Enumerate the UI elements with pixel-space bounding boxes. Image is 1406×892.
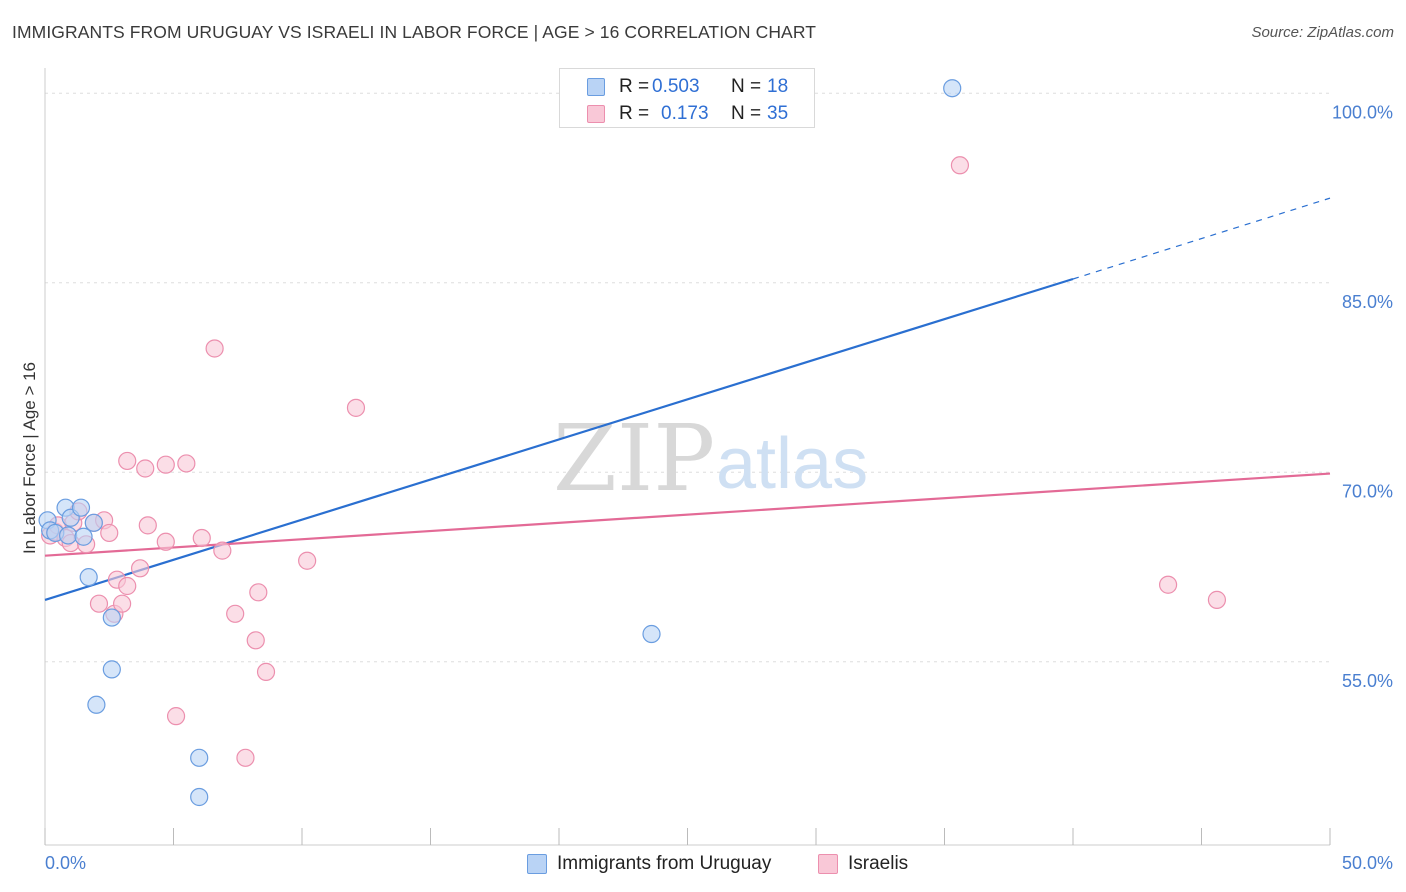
y-tick-label: 70.0% [1342, 481, 1393, 501]
point-uruguay [102, 660, 121, 679]
point-israelis [1207, 590, 1227, 609]
r-value: 0.173 [661, 103, 709, 124]
r-value: 0.503 [652, 76, 700, 97]
y-tick-labels: 55.0% 70.0% 85.0% 100.0% [1332, 102, 1393, 691]
n-label: N = [731, 103, 762, 124]
point-israelis [130, 559, 150, 578]
point-israelis [1158, 575, 1178, 594]
point-israelis [118, 576, 137, 596]
y-tick-label: 55.0% [1342, 671, 1393, 691]
point-israelis [256, 662, 276, 682]
point-uruguay [74, 527, 93, 546]
correlation-legend: R = 0.503 N = 18 R = 0.173 N = 35 [559, 68, 815, 128]
point-israelis [346, 398, 366, 417]
point-israelis [950, 156, 970, 175]
point-israelis [138, 516, 157, 535]
r-label: R = [619, 76, 650, 97]
point-israelis [249, 583, 268, 602]
x-tick-label-min: 0.0% [45, 853, 86, 873]
y-tick-label: 100.0% [1332, 102, 1393, 122]
watermark-atlas: atlas [716, 424, 868, 504]
point-uruguay [79, 568, 98, 587]
point-israelis [192, 528, 211, 548]
blue-swatch [527, 854, 547, 874]
n-value: 18 [767, 76, 789, 97]
blue-swatch [587, 78, 605, 96]
n-value: 35 [767, 103, 789, 124]
point-israelis [100, 523, 119, 543]
point-uruguay [71, 498, 91, 517]
axes [44, 68, 1331, 846]
y-axis-label: In Labor Force | Age > 16 [20, 362, 39, 554]
point-uruguay [59, 526, 78, 545]
point-israelis [136, 459, 155, 478]
point-uruguay [190, 748, 209, 767]
point-israelis [213, 541, 232, 560]
point-israelis [226, 604, 245, 623]
n-label: N = [731, 76, 762, 97]
point-israelis [156, 455, 175, 474]
point-uruguay [102, 608, 121, 627]
legend-label-uruguay: Immigrants from Uruguay [557, 853, 772, 874]
legend-label-israelis: Israelis [848, 853, 909, 874]
trend-line-uruguay-projection [1072, 197, 1331, 280]
watermark-zip: ZIP [553, 405, 715, 512]
x-tick-label-max: 50.0% [1342, 853, 1393, 873]
trend-line-israelis [44, 472, 1331, 557]
point-israelis [118, 451, 137, 471]
point-uruguay [87, 695, 106, 714]
point-israelis [236, 748, 255, 767]
pink-swatch [818, 854, 838, 874]
pink-swatch [587, 105, 605, 123]
legend-row-uruguay: R = 0.503 N = 18 [560, 74, 814, 100]
trend-lines [44, 197, 1331, 601]
source-label: Source: ZipAtlas.com [1251, 24, 1394, 41]
point-uruguay [642, 624, 661, 644]
point-israelis [177, 454, 196, 473]
point-uruguay [943, 79, 962, 98]
trend-line-uruguay [44, 277, 1074, 601]
point-israelis [246, 631, 265, 650]
grid-lines [45, 92, 1330, 663]
r-label: R = [619, 103, 650, 124]
point-uruguay [190, 787, 209, 807]
point-israelis [205, 339, 224, 358]
point-israelis [156, 532, 175, 551]
chart-title: IMMIGRANTS FROM URUGUAY VS ISRAELI IN LA… [12, 22, 817, 42]
point-uruguay [84, 513, 103, 532]
point-israelis [298, 551, 317, 570]
y-tick-label: 85.0% [1342, 292, 1393, 312]
point-israelis [112, 594, 132, 613]
data-points [38, 79, 1227, 807]
point-israelis [89, 594, 109, 613]
legend-row-israelis: R = 0.173 N = 35 [560, 101, 814, 127]
point-israelis [166, 707, 186, 726]
